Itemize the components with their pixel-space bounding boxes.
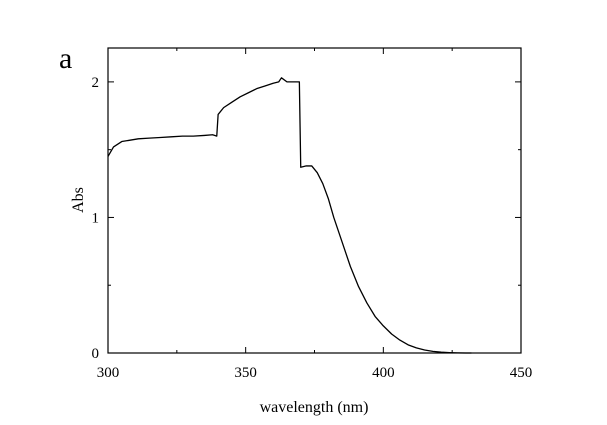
panel-label: a xyxy=(59,42,72,75)
y-axis-title: Abs xyxy=(70,187,87,213)
x-tick-label: 450 xyxy=(510,365,533,381)
x-axis-title: wavelength (nm) xyxy=(260,399,369,416)
y-tick-label: 2 xyxy=(92,75,100,91)
y-tick-label: 1 xyxy=(92,210,100,226)
y-axis-ticks: 0 1 2 xyxy=(92,75,521,362)
x-tick-label: 400 xyxy=(372,365,395,381)
y-tick-label: 0 xyxy=(92,346,100,362)
x-tick-label: 300 xyxy=(97,365,120,381)
series-group xyxy=(107,77,472,354)
absorbance-series-line xyxy=(107,77,472,354)
x-tick-label: 350 xyxy=(234,365,257,381)
x-axis-ticks: 300 350 400 450 xyxy=(97,48,533,381)
plot-frame xyxy=(107,47,522,354)
